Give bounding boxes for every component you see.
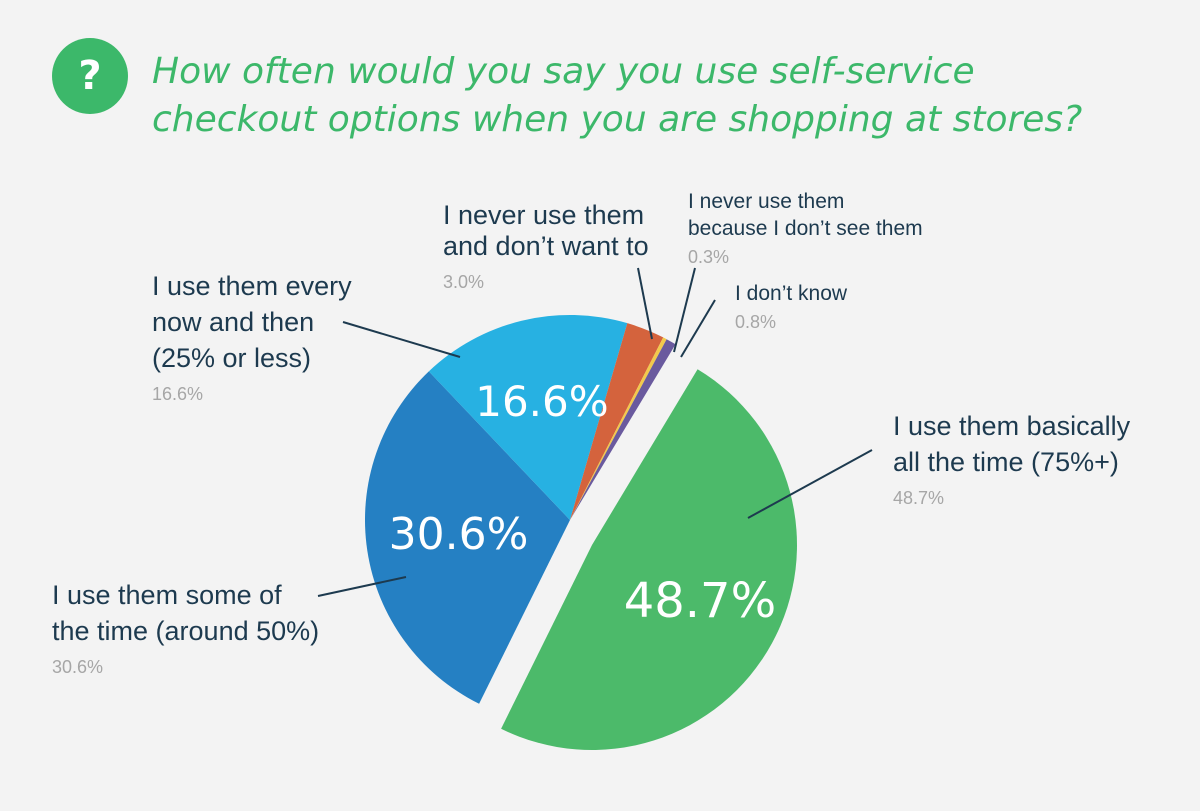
question-mark-icon: ?: [52, 38, 128, 114]
category-percent: 0.3%: [688, 247, 729, 267]
chart-title-line-2: checkout options when you are shopping a…: [152, 99, 1083, 140]
slice-value-some-of-the-time: 30.6%: [389, 509, 529, 560]
callout-dont-know: I don’t know 0.8%: [735, 282, 848, 332]
category-label-line: I use them basically: [893, 411, 1131, 441]
leader-line-dont-know: [680, 299, 716, 358]
leader-line-never-dont-want: [637, 267, 653, 340]
leader-line-never-dont-see: [673, 267, 696, 353]
leader-lines: [317, 267, 873, 597]
category-percent: 48.7%: [893, 488, 944, 508]
pie-slice-now-and-then: [428, 315, 628, 520]
category-label-line: and don’t want to: [443, 231, 649, 261]
category-label-line: I never use them: [443, 200, 644, 230]
pie-slice-never-dont-want: [570, 323, 664, 520]
chart-title-line-1: How often would you say you use self-ser…: [152, 51, 975, 92]
category-percent: 3.0%: [443, 272, 484, 292]
pie-slice-never-dont-see: [570, 337, 667, 520]
category-label-line: I don’t know: [735, 282, 848, 305]
category-label-line: I use them some of: [52, 580, 282, 610]
slice-value-now-and-then: 16.6%: [475, 377, 608, 426]
category-percent: 30.6%: [52, 657, 103, 677]
category-label-line: I never use them: [688, 190, 844, 213]
leader-line-some-of-the-time: [317, 576, 407, 597]
callout-now-and-then: I use them every now and then (25% or less…: [152, 271, 352, 404]
pie-slice-some-of-the-time: [365, 371, 570, 704]
pie-slices: [365, 315, 797, 750]
callout-all-the-time: I use them basically all the time (75%+) 4…: [893, 411, 1131, 508]
category-label-line: because I don’t see them: [688, 217, 923, 240]
pie-slice-all-the-time: [501, 369, 797, 750]
leader-line-now-and-then: [342, 321, 461, 358]
category-label-line: all the time (75%+): [893, 447, 1119, 477]
pie-slice-dont-know: [570, 339, 676, 520]
slice-value-labels: 48.7% 30.6% 16.6%: [389, 377, 777, 629]
category-label-line: I use them every: [152, 271, 352, 301]
callout-some-of-the-time: I use them some of the time (around 50%) 3…: [52, 580, 319, 677]
callout-never-dont-see: I never use them because I don’t see them…: [688, 190, 923, 267]
category-label-line: now and then: [152, 307, 314, 337]
category-labels: I use them basically all the time (75%+) 4…: [52, 190, 1131, 677]
category-label-line: (25% or less): [152, 343, 311, 373]
category-percent: 0.8%: [735, 312, 776, 332]
slice-value-all-the-time: 48.7%: [624, 573, 776, 629]
chart-title: How often would you say you use self-ser…: [152, 48, 1182, 144]
leader-line-all-the-time: [747, 449, 873, 519]
category-label-line: the time (around 50%): [52, 616, 319, 646]
category-percent: 16.6%: [152, 384, 203, 404]
